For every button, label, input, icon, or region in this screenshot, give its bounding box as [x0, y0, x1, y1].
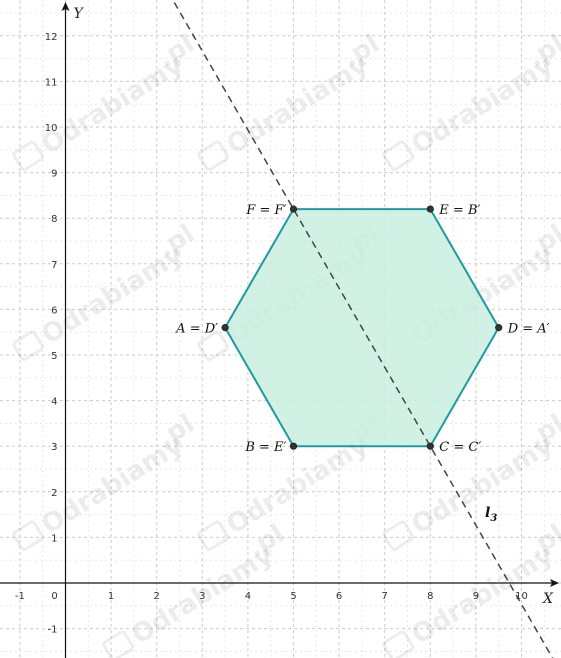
y-tick-label: 8 [51, 214, 57, 225]
vertex-label: C = C′ [439, 440, 481, 455]
vertex-label: D = A′ [507, 322, 550, 337]
y-tick-label: 1 [51, 533, 57, 544]
vertex-point [289, 442, 298, 450]
vertex-label: A = D′ [175, 322, 218, 337]
watermark-logo-icon [197, 140, 230, 171]
y-tick-label: 3 [51, 442, 57, 453]
watermark-logo-icon [12, 140, 45, 171]
x-tick-label: 3 [199, 591, 205, 602]
x-tick-label: 2 [154, 591, 160, 602]
y-tick-label: 2 [51, 488, 57, 499]
line-label-name: l [485, 505, 490, 521]
watermark: Odrabiamy.pl [12, 409, 200, 551]
x-axis-label: X [542, 591, 554, 607]
x-tick-label: 9 [473, 591, 479, 602]
vertex-label: E = B′ [438, 203, 480, 218]
watermark-logo-icon [12, 330, 45, 361]
x-tick-label: 6 [336, 591, 342, 602]
y-tick-label: 7 [51, 260, 57, 271]
x-tick-label: 10 [515, 591, 528, 602]
y-tick-label: 10 [45, 123, 58, 134]
x-tick-label: 8 [427, 591, 433, 602]
watermark-logo-icon [382, 630, 415, 658]
y-tick-label: 9 [51, 169, 57, 180]
watermark-logo-icon [102, 630, 135, 658]
y-tick-label: 6 [51, 305, 57, 316]
x-tick-label: -1 [15, 591, 25, 602]
x-tick-label: 4 [245, 591, 251, 602]
x-tick-label: 1 [108, 591, 114, 602]
x-tick-label: 5 [290, 591, 296, 602]
watermark: Odrabiamy.pl [12, 29, 200, 171]
y-tick-label: 12 [45, 32, 58, 43]
vertex-point [426, 205, 434, 213]
watermark: Odrabiamy.pl [382, 519, 561, 658]
y-axis-arrow-icon [61, 2, 70, 11]
watermark: Odrabiamy.pl [197, 29, 385, 171]
line-label-subscript: 3 [490, 513, 497, 524]
watermark-logo-icon [382, 140, 415, 171]
y-tick-label: 11 [45, 77, 58, 88]
vertex-point [289, 205, 298, 213]
y-tick-label: -1 [48, 625, 58, 636]
line-label-l3: l3 [485, 505, 497, 524]
watermark-logo-icon [197, 330, 230, 361]
y-axis-label: Y [74, 6, 85, 22]
watermark: Odrabiamy.pl [382, 29, 561, 171]
vertex-label: F = F′ [245, 203, 286, 218]
x-tick-label: 7 [382, 591, 388, 602]
vertex-point [495, 324, 503, 332]
vertex-point [426, 442, 434, 450]
watermark-logo-icon [12, 520, 45, 551]
watermark-logo-icon [382, 520, 415, 551]
y-tick-label: 4 [51, 397, 57, 408]
x-axis-arrow-icon [550, 579, 559, 587]
watermark: Odrabiamy.pl [102, 519, 290, 658]
y-tick-label: 5 [51, 351, 57, 362]
vertex-label: B = E′ [244, 440, 286, 455]
x-tick-label: 0 [51, 591, 57, 602]
watermark-logo-icon [197, 520, 230, 551]
vertex-point [221, 324, 229, 332]
